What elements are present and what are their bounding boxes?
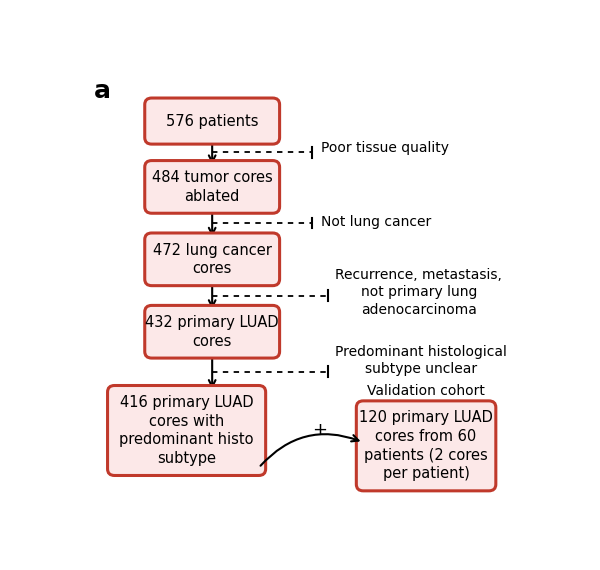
FancyBboxPatch shape — [145, 161, 280, 213]
FancyBboxPatch shape — [107, 385, 266, 475]
Text: +: + — [313, 421, 328, 439]
Text: Not lung cancer: Not lung cancer — [322, 215, 432, 229]
Text: Predominant histological
subtype unclear: Predominant histological subtype unclear — [335, 345, 507, 376]
FancyBboxPatch shape — [356, 401, 496, 491]
Text: 416 primary LUAD
cores with
predominant histo
subtype: 416 primary LUAD cores with predominant … — [119, 395, 254, 466]
Text: 472 lung cancer
cores: 472 lung cancer cores — [153, 242, 272, 276]
FancyBboxPatch shape — [145, 306, 280, 358]
Text: 576 patients: 576 patients — [166, 113, 259, 129]
Text: Validation cohort: Validation cohort — [367, 384, 485, 398]
Text: 484 tumor cores
ablated: 484 tumor cores ablated — [152, 170, 272, 203]
Text: Recurrence, metastasis,
not primary lung
adenocarcinoma: Recurrence, metastasis, not primary lung… — [335, 268, 502, 316]
Text: 120 primary LUAD
cores from 60
patients (2 cores
per patient): 120 primary LUAD cores from 60 patients … — [359, 410, 493, 481]
FancyBboxPatch shape — [145, 233, 280, 286]
FancyBboxPatch shape — [145, 98, 280, 144]
Text: 432 primary LUAD
cores: 432 primary LUAD cores — [145, 315, 279, 348]
Text: a: a — [94, 79, 110, 103]
Text: Poor tissue quality: Poor tissue quality — [322, 141, 449, 155]
